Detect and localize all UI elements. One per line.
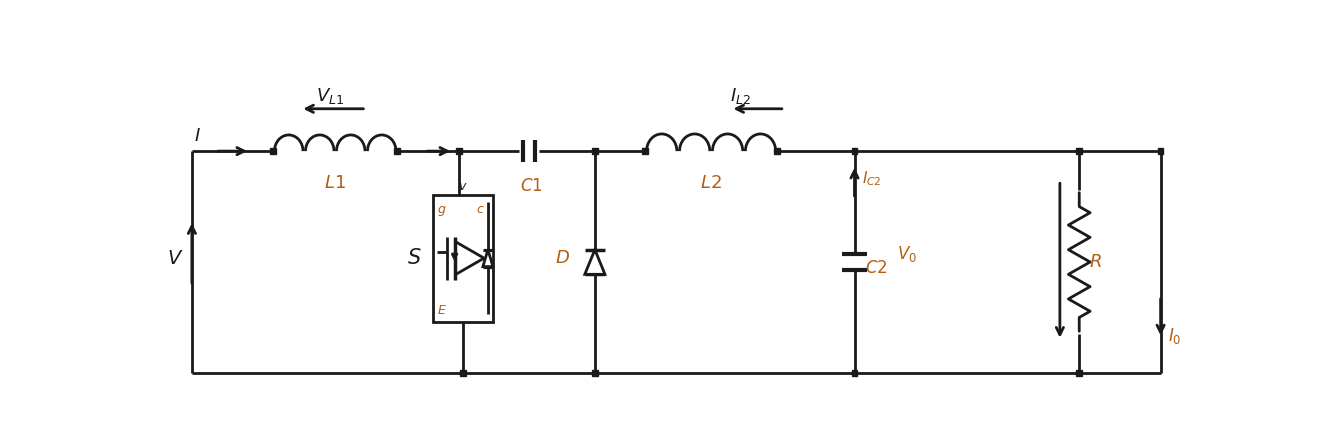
Text: $v$: $v$ [459,180,468,193]
Polygon shape [456,148,463,154]
Text: $L1$: $L1$ [324,174,345,192]
Text: $V$: $V$ [167,249,183,268]
Polygon shape [851,148,857,154]
Text: $R$: $R$ [1089,253,1102,271]
Text: $I_0$: $I_0$ [1168,325,1182,346]
Text: $S$: $S$ [406,248,422,268]
Text: $V_0$: $V_0$ [898,244,917,264]
Polygon shape [585,250,605,274]
Polygon shape [592,370,597,376]
Text: $V_{L1}$: $V_{L1}$ [316,86,344,106]
Text: $c$: $c$ [476,203,485,216]
Text: $I$: $I$ [194,127,202,145]
Text: $L2$: $L2$ [700,174,721,192]
Text: $E$: $E$ [436,304,447,317]
Text: $g$: $g$ [436,204,447,218]
Text: $C2$: $C2$ [866,259,888,277]
Polygon shape [592,148,597,154]
Text: $C1$: $C1$ [519,177,543,195]
Polygon shape [394,148,401,154]
Polygon shape [460,370,467,376]
Polygon shape [1077,370,1082,376]
Polygon shape [482,250,493,267]
Polygon shape [851,370,857,376]
Polygon shape [642,148,648,154]
Polygon shape [774,148,780,154]
Polygon shape [1077,148,1082,154]
Text: $D$: $D$ [555,249,569,267]
Polygon shape [270,148,275,154]
Text: $I_{C2}$: $I_{C2}$ [862,170,882,188]
Polygon shape [1157,148,1164,154]
Text: $I_{L2}$: $I_{L2}$ [730,86,751,106]
